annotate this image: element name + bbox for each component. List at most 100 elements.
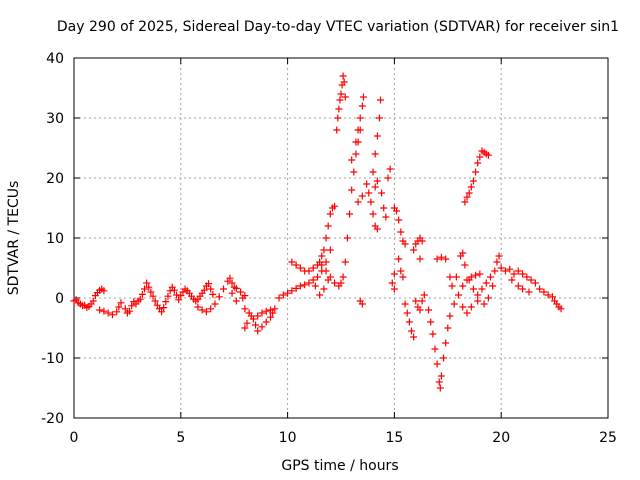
data-point <box>514 267 522 275</box>
data-point <box>491 267 499 275</box>
data-point <box>403 309 411 317</box>
data-point <box>487 273 495 281</box>
data-point <box>350 168 358 176</box>
data-point <box>343 234 351 242</box>
data-point <box>393 207 401 215</box>
data-point <box>175 296 183 304</box>
data-point <box>469 177 477 185</box>
data-point <box>320 285 328 293</box>
data-point <box>371 150 379 158</box>
data-point <box>452 273 460 281</box>
data-point <box>89 297 97 305</box>
data-point <box>162 298 170 306</box>
data-point <box>96 306 104 314</box>
data-point <box>407 327 415 335</box>
data-point <box>301 281 309 289</box>
data-point <box>333 126 341 134</box>
x-tick-label: 20 <box>492 430 510 446</box>
data-point <box>469 285 477 293</box>
data-point <box>209 290 217 298</box>
data-point <box>352 150 360 158</box>
data-point <box>450 300 458 308</box>
data-point <box>145 283 153 291</box>
data-point <box>380 204 388 212</box>
data-point <box>288 287 296 295</box>
data-point <box>489 282 497 290</box>
y-axis-label: SDTVAR / TECUs <box>6 181 22 296</box>
data-point <box>241 305 249 313</box>
data-point <box>143 279 151 287</box>
data-point <box>309 264 317 272</box>
data-point <box>322 267 330 275</box>
y-tick-label: 10 <box>46 231 64 247</box>
data-point <box>495 252 503 260</box>
data-point <box>275 294 283 302</box>
data-point <box>309 276 317 284</box>
data-point <box>326 273 334 281</box>
data-point <box>326 210 334 218</box>
data-point <box>401 240 409 248</box>
data-point <box>519 285 527 293</box>
data-point <box>474 297 482 305</box>
data-point <box>318 261 326 269</box>
data-point <box>418 237 426 245</box>
x-axis-label: GPS time / hours <box>281 458 398 474</box>
data-point <box>557 305 565 313</box>
data-point <box>436 384 444 392</box>
data-point <box>151 297 159 305</box>
data-point <box>467 303 475 311</box>
data-point <box>416 255 424 263</box>
data-point <box>386 165 394 173</box>
data-point <box>322 258 330 266</box>
data-point <box>228 289 236 297</box>
data-point <box>324 222 332 230</box>
data-point <box>373 225 381 233</box>
data-point <box>314 273 322 281</box>
data-point <box>465 276 473 284</box>
data-point <box>427 318 435 326</box>
data-point <box>239 294 247 302</box>
data-point <box>474 291 482 299</box>
chart-title: Day 290 of 2025, Sidereal Day-to-day VTE… <box>57 19 619 35</box>
data-point <box>461 261 469 269</box>
data-point <box>390 285 398 293</box>
data-point <box>258 309 266 317</box>
data-point <box>382 213 390 221</box>
data-point <box>200 286 208 294</box>
data-points <box>70 72 565 392</box>
data-point <box>437 253 445 261</box>
data-point <box>262 307 270 315</box>
data-point <box>540 288 548 296</box>
data-point <box>331 279 339 287</box>
data-point <box>108 311 116 319</box>
data-point <box>474 159 482 167</box>
data-point <box>484 294 492 302</box>
data-point <box>326 246 334 254</box>
data-point <box>220 285 228 293</box>
data-point <box>296 264 304 272</box>
data-point <box>525 288 533 296</box>
data-point <box>331 202 339 210</box>
data-point <box>395 255 403 263</box>
data-point <box>478 285 486 293</box>
data-point <box>493 258 501 266</box>
data-point <box>288 258 296 266</box>
data-point <box>241 324 249 332</box>
data-point <box>341 93 349 101</box>
data-point <box>384 174 392 182</box>
data-point <box>373 132 381 140</box>
data-point <box>465 189 473 197</box>
data-point <box>425 306 433 314</box>
data-point <box>378 189 386 197</box>
data-point <box>160 304 168 312</box>
data-point <box>390 270 398 278</box>
data-point <box>412 297 420 305</box>
data-point <box>292 284 300 292</box>
data-point <box>358 102 366 110</box>
y-tick-label: 40 <box>46 51 64 67</box>
data-point <box>405 318 413 326</box>
data-point <box>337 90 345 98</box>
data-point <box>519 270 527 278</box>
data-point <box>271 305 279 313</box>
